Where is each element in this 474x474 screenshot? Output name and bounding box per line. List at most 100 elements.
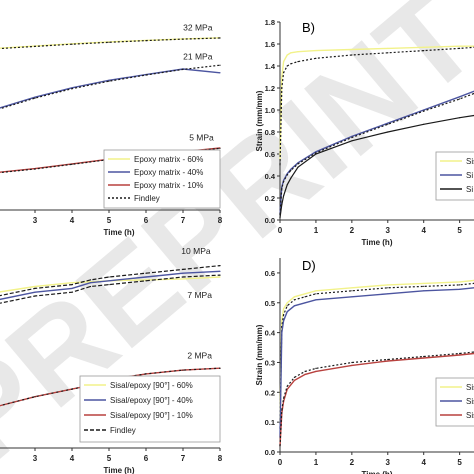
data-point [283, 180, 285, 183]
data-point [219, 64, 221, 66]
x-tick-label: 5 [107, 216, 112, 225]
data-point [304, 373, 306, 375]
data-point [145, 276, 147, 278]
annotation-label: 10 MPa [181, 246, 211, 256]
series-line [279, 279, 474, 423]
data-point [387, 360, 389, 362]
data-point [34, 295, 36, 297]
data-point [290, 52, 292, 54]
data-point [315, 299, 317, 301]
data-point [315, 50, 317, 52]
legend-label: Sis [466, 157, 474, 166]
data-point [459, 284, 461, 286]
data-point [293, 305, 295, 307]
data-point [315, 57, 317, 59]
data-point [71, 287, 73, 289]
legend-label: Sisal/ep [466, 397, 474, 406]
legend-box [435, 151, 474, 201]
y-tick-label: 0.3 [265, 358, 275, 367]
legend-box [79, 375, 221, 443]
data-point [423, 109, 425, 111]
data-point [315, 367, 317, 369]
legend-label: Sisal/epoxy [90°] - 60% [110, 381, 193, 390]
legend-label: Epoxy matrix - 10% [134, 181, 203, 190]
data-point [315, 370, 317, 372]
data-point [286, 54, 288, 56]
data-point [315, 290, 317, 292]
y-tick-label: 0.4 [265, 172, 276, 181]
panel-b: 0 1 2 3 4 5 Time (h) 0.0 0.2 0.4 0.6 0.8 1.0 1.2 1.4 1.… [255, 18, 474, 247]
series-line [0, 274, 221, 304]
series-line [0, 270, 221, 301]
x-axis-title: Time (h) [362, 470, 393, 474]
panel-label: D) [302, 258, 316, 273]
series-line [279, 92, 474, 215]
data-point [286, 385, 288, 387]
data-point [34, 396, 36, 398]
x-tick-label: 2 [350, 458, 355, 467]
data-point [281, 76, 283, 78]
data-point [293, 376, 295, 378]
data-point [387, 47, 389, 50]
data-point [145, 280, 147, 282]
data-point [182, 38, 184, 40]
y-tick-label: 0.2 [265, 194, 275, 203]
data-point [108, 284, 110, 286]
data-point [351, 290, 353, 292]
data-point [290, 168, 292, 170]
y-tick-label: 1.6 [265, 40, 275, 49]
data-point [34, 45, 36, 48]
y-tick-label: 1.8 [265, 18, 275, 27]
annotation-label: 32 MPa [183, 22, 213, 32]
annotation-label: 2 MPa [187, 351, 212, 361]
series-line [279, 46, 474, 166]
data-point [71, 282, 73, 284]
data-point [281, 320, 283, 322]
data-point [34, 96, 36, 98]
data-point [459, 45, 461, 47]
data-point [290, 63, 292, 65]
data-point [387, 358, 389, 361]
data-point [219, 270, 221, 272]
data-point [459, 354, 461, 356]
data-point [283, 179, 285, 181]
series-line [0, 265, 221, 297]
data-point [182, 272, 184, 274]
x-tick-label: 3 [33, 454, 38, 463]
series-line [0, 64, 221, 110]
data-point [459, 47, 461, 50]
data-point [281, 204, 283, 206]
x-tick-label: 1 [314, 458, 319, 467]
data-point [219, 72, 221, 74]
annotation-label: 21 MPa [183, 52, 213, 62]
x-tick-label: 8 [218, 454, 223, 463]
data-point [423, 357, 425, 359]
x-tick-label: 4 [421, 458, 426, 467]
data-point [387, 284, 389, 286]
data-point [71, 163, 73, 165]
data-point [351, 287, 353, 289]
data-point [297, 163, 299, 165]
data-point [459, 281, 461, 283]
data-point [304, 302, 306, 304]
data-point [290, 169, 292, 172]
data-point [351, 140, 353, 142]
data-point [286, 311, 288, 313]
series-line [0, 68, 221, 109]
x-tick-label: 7 [181, 216, 186, 225]
data-point [423, 46, 425, 48]
data-point [459, 288, 461, 290]
panel-label: B) [302, 20, 315, 35]
data-point [283, 314, 285, 316]
data-point [281, 186, 283, 188]
data-point [297, 51, 299, 53]
data-point [387, 131, 389, 133]
data-point [219, 274, 221, 276]
data-point [145, 373, 147, 375]
data-point [351, 136, 353, 139]
x-tick-label: 5 [457, 226, 462, 235]
legend-label: Findley [134, 194, 160, 203]
y-tick-label: 0.0 [265, 448, 275, 457]
x-tick-label: 5 [107, 454, 112, 463]
